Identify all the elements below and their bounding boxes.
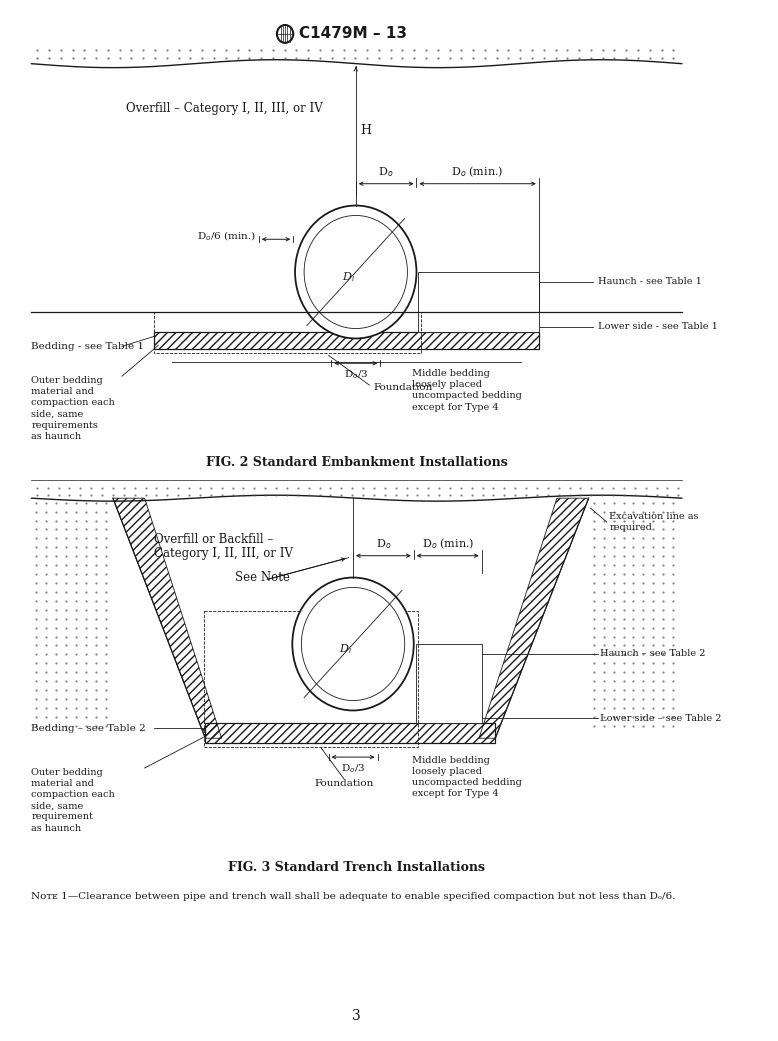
Polygon shape [419,272,539,331]
Text: D$_o$/3: D$_o$/3 [341,762,366,775]
Text: 3: 3 [352,1009,361,1023]
Text: FIG. 2 Standard Embankment Installations: FIG. 2 Standard Embankment Installations [206,456,507,468]
Text: Middle bedding
loosely placed
uncompacted bedding
except for Type 4: Middle bedding loosely placed uncompacte… [412,370,522,411]
Text: Overfill or Backfill –: Overfill or Backfill – [154,533,273,547]
Text: Overfill – Category I, II, III, or IV: Overfill – Category I, II, III, or IV [127,102,323,115]
Circle shape [295,205,416,338]
Text: D$_o$: D$_o$ [376,537,391,551]
Text: D$_o$ (min.): D$_o$ (min.) [451,164,504,179]
Text: Haunch - see Table 1: Haunch - see Table 1 [598,277,702,286]
Text: H: H [360,124,371,136]
Text: Excavation line as
required: Excavation line as required [609,512,699,532]
Text: See Note: See Note [235,572,290,584]
Text: Lower side – see Table 2: Lower side – see Table 2 [601,714,722,722]
Polygon shape [415,644,482,723]
Text: Category I, II, III, or IV: Category I, II, III, or IV [154,548,293,560]
Text: Foundation: Foundation [314,779,373,788]
Text: Outer bedding
material and
compaction each
side, same
requirements
as haunch: Outer bedding material and compaction ea… [31,376,115,440]
Text: D$_i$: D$_i$ [342,270,356,284]
Text: Bedding - see Table 1: Bedding - see Table 1 [31,341,145,351]
Text: C1479M – 13: C1479M – 13 [299,26,407,42]
Text: Outer bedding
material and
compaction each
side, same
requirement
as haunch: Outer bedding material and compaction ea… [31,768,115,833]
Text: Haunch – see Table 2: Haunch – see Table 2 [601,650,706,658]
Circle shape [293,578,414,710]
Text: D$_o$ (min.): D$_o$ (min.) [422,536,474,551]
Text: Lower side - see Table 1: Lower side - see Table 1 [598,322,717,331]
Text: D$_o$/6 (min.): D$_o$/6 (min.) [197,229,256,244]
Text: D$_o$: D$_o$ [378,164,394,179]
Text: Foundation: Foundation [374,383,433,392]
Text: Nᴏᴛᴇ 1—Clearance between pipe and trench wall shall be adequate to enable specif: Nᴏᴛᴇ 1—Clearance between pipe and trench… [31,892,676,902]
Text: Middle bedding
loosely placed
uncompacted bedding
except for Type 4: Middle bedding loosely placed uncompacte… [412,756,522,798]
Text: D$_o$/3: D$_o$/3 [344,369,368,381]
Text: Bedding – see Table 2: Bedding – see Table 2 [31,723,146,733]
Text: D$_i$: D$_i$ [339,642,352,656]
Text: FIG. 3 Standard Trench Installations: FIG. 3 Standard Trench Installations [228,861,485,873]
